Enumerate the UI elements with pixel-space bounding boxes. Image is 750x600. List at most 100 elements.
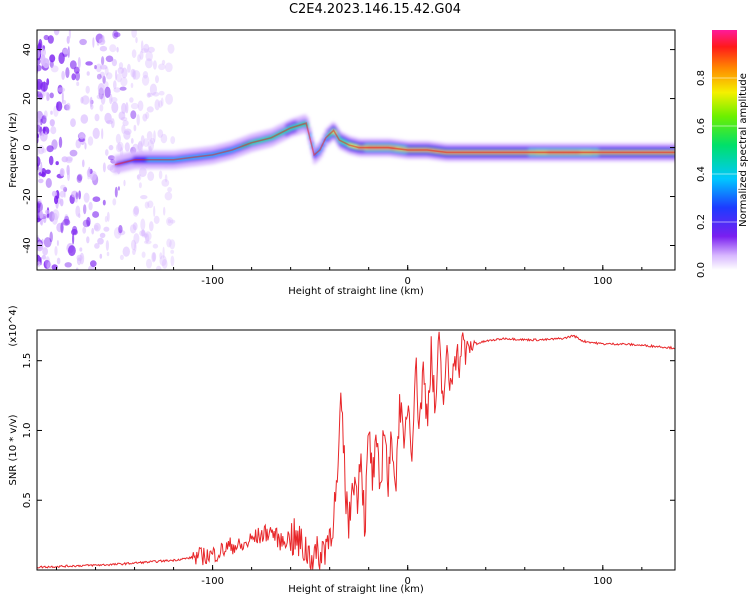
noise-blob [79,247,83,252]
noise-blob [37,124,41,133]
noise-blob [147,171,155,181]
noise-blob [71,228,78,236]
noise-blob [137,54,141,63]
snr-ytick-label: 1.5 [22,353,33,369]
noise-blob [65,67,70,79]
noise-blob [56,240,59,247]
noise-blob [143,43,150,53]
noise-blob [56,257,61,265]
noise-blob [140,195,148,200]
noise-blob [167,187,173,193]
noise-blob [96,73,102,80]
noise-blob [166,217,174,226]
noise-blob [55,161,59,166]
noise-blob [53,30,60,36]
noise-blob [43,34,49,41]
noise-blob [72,233,75,245]
noise-blob [124,128,132,135]
snr-frame [36,329,676,571]
noise-blob [57,87,66,93]
noise-blob [136,174,140,180]
noise-blob [132,143,139,151]
noise-blob [100,93,106,105]
noise-blob [159,252,163,260]
noise-blob [106,211,110,222]
noise-blob [118,62,124,70]
noise-blob [99,71,106,79]
spectrogram-xtick-label: 0 [405,276,411,287]
noise-blob [56,101,63,112]
noise-blob [140,40,144,51]
noise-blob [92,127,100,139]
noise-blob [71,190,79,198]
noise-blob [141,229,146,238]
noise-blob [165,93,174,105]
noise-blob [85,85,90,94]
noise-blob [135,37,138,44]
spectrogram-panel: -100 0 100 -40 -20 0 20 40 Height of straight l… [8,29,676,297]
noise-blob [37,237,40,242]
noise-blob [145,51,153,62]
colorbar-tick-label: 0.8 [696,70,707,86]
noise-blob [78,131,85,140]
noise-blob [115,69,118,81]
noise-blob [111,101,119,114]
noise-blob [115,133,121,144]
noise-blob [75,267,79,270]
noise-blob [37,242,44,252]
noise-blob [86,216,91,227]
noise-blob [99,45,108,52]
noise-blob [116,73,122,83]
noise-blob [106,251,110,257]
noise-blob [117,67,125,74]
noise-blob [82,226,87,234]
noise-blob [167,219,171,224]
noise-blob [115,143,123,153]
noise-blob [170,136,176,145]
noise-blob [144,240,152,245]
noise-blob [40,48,46,57]
noise-blob [109,93,113,105]
noise-blob [70,118,76,128]
noise-blob [111,59,117,67]
noise-blob [50,65,59,73]
noise-blob [117,186,120,191]
noise-blob [158,63,166,71]
colorbar-gradient [712,30,737,270]
noise-blob [119,254,124,260]
noise-blob [86,236,90,244]
noise-blob [137,173,142,181]
noise-blob [142,113,148,122]
noise-blob [104,86,111,99]
noise-blob [104,81,109,89]
noise-blob [76,254,83,262]
noise-blob [62,48,69,55]
noise-blob [105,55,114,63]
noise-blob [41,115,47,124]
noise-blob [93,222,101,232]
noise-blob [79,38,87,46]
noise-blob [136,114,140,126]
noise-blob [59,190,65,198]
noise-blob [123,130,131,140]
noise-blob [96,94,105,100]
noise-blob [109,44,117,53]
noise-blob [47,261,52,270]
noise-blob [130,82,134,89]
noise-blob [102,199,106,206]
noise-blob [60,184,66,190]
noise-blob [103,226,110,232]
noise-blob [112,198,117,206]
noise-blob [92,37,95,48]
snr-multiplier: (x10^4) [8,305,19,346]
noise-blob [130,68,136,78]
noise-blob [131,239,136,251]
noise-blob [102,162,106,173]
noise-blob [61,91,64,103]
noise-blob [137,140,143,153]
noise-blob [37,64,42,72]
noise-blob [40,161,43,174]
noise-blob [77,57,81,69]
noise-blob [50,126,57,135]
